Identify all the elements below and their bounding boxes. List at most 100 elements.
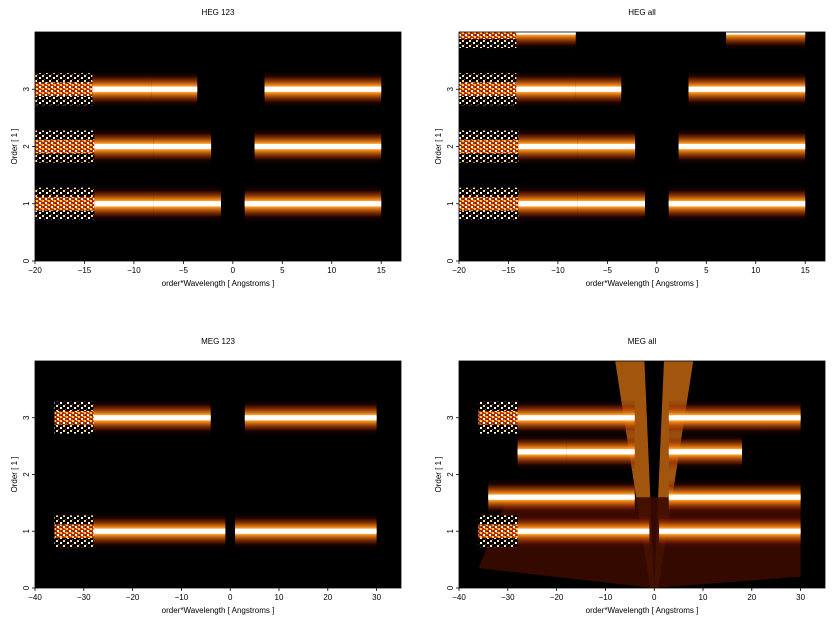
band-core	[478, 524, 518, 539]
band-core	[459, 139, 519, 154]
x-tick-label: −30	[501, 593, 515, 602]
y-tick-label: 1	[22, 528, 31, 533]
plot-background	[35, 361, 401, 588]
band-order-1_6-seg-1	[488, 479, 635, 516]
y-tick-label: 1	[446, 201, 455, 206]
band-order-4-seg-2	[516, 32, 576, 51]
band-core	[668, 494, 801, 500]
band-core	[264, 86, 382, 92]
band-order-2_4-seg-3	[668, 433, 743, 470]
x-tick-label: −20	[126, 593, 140, 602]
chart-panel-1: −20 −15 −10 −5 0 5 10 15 0 1 2 3 HEG 123 order*Wavele…	[10, 8, 402, 288]
band-core	[518, 143, 578, 150]
band-order-2-seg-3	[577, 128, 636, 165]
band-order-1-seg-2	[517, 513, 650, 550]
y-tick-label: 1	[446, 528, 455, 533]
band-body	[516, 32, 576, 45]
band-order-1-seg-1	[35, 185, 95, 223]
y-tick-label: 0	[22, 258, 31, 263]
x-tick-label: 20	[747, 593, 756, 602]
band-order-3-seg-1	[478, 399, 518, 436]
band-order-1-seg-3	[659, 513, 801, 550]
x-tick-label: 5	[704, 266, 709, 275]
x-tick-label: −10	[127, 266, 141, 275]
band-core	[459, 196, 519, 211]
band-core	[688, 86, 806, 92]
band-core	[244, 201, 382, 207]
x-tick-label: −20	[28, 266, 42, 275]
x-tick-label: 20	[323, 593, 332, 602]
band-core	[35, 82, 93, 97]
band-order-1-seg-4	[668, 185, 806, 223]
band-core	[254, 143, 382, 150]
band-order-2-seg-4	[254, 128, 382, 165]
band-order-1_6-seg-2	[668, 479, 801, 516]
band-core	[668, 449, 743, 455]
band-core	[659, 528, 801, 534]
band-order-1-seg-2	[94, 185, 154, 223]
band-order-1-seg-3	[577, 185, 645, 223]
x-tick-label: −5	[179, 266, 189, 275]
band-order-4-seg-3	[726, 32, 806, 51]
band-order-1-seg-1	[478, 513, 518, 550]
band-core	[726, 32, 806, 35]
x-tick-label: −10	[599, 593, 613, 602]
x-tick-label: −30	[77, 593, 91, 602]
band-order-3-seg-3	[668, 399, 801, 436]
band-order-3-seg-2	[517, 399, 635, 436]
band-core	[516, 32, 576, 35]
x-tick-label: −10	[175, 593, 189, 602]
band-core	[575, 86, 622, 92]
band-order-2_4-seg-2	[566, 433, 635, 470]
band-order-1-seg-3	[153, 185, 221, 223]
band-core	[488, 494, 635, 500]
band-core	[577, 201, 645, 207]
chart-panel-4: −40 −30 −20 −10 0 10 20 30 0 1 2 3 MEG all order*Wave…	[434, 337, 826, 615]
chart-title: HEG 123	[202, 8, 235, 17]
band-order-3-seg-3	[244, 399, 377, 436]
band-order-3-seg-4	[264, 70, 382, 108]
x-tick-label: −15	[502, 266, 516, 275]
x-tick-label: −20	[452, 266, 466, 275]
band-order-3-seg-2	[92, 70, 152, 108]
band-core	[54, 524, 94, 539]
band-core	[35, 139, 95, 154]
chart-panel-2: −20 −15 −10 −5 0 5 10 15 0 1 2 3 HEG all order*Wavele…	[434, 8, 826, 288]
x-tick-label: −10	[551, 266, 565, 275]
y-tick-label: 2	[446, 472, 455, 477]
y-tick-label: 3	[22, 86, 31, 91]
band-order-2-seg-3	[153, 128, 212, 165]
band-core	[516, 86, 576, 92]
band-core	[668, 201, 806, 207]
chart-panel-3: −40 −30 −20 −10 0 10 20 30 0 1 2 3 MEG 123 order*Wave…	[10, 337, 402, 615]
y-tick-label: 1	[22, 201, 31, 206]
x-tick-label: 0	[655, 266, 660, 275]
band-order-3-seg-2	[93, 399, 211, 436]
x-tick-label: 10	[275, 593, 284, 602]
band-core	[151, 86, 198, 92]
band-order-3-seg-2	[516, 70, 576, 108]
band-core	[678, 143, 806, 150]
x-axis-label: order*Wavelength [ Angstroms ]	[162, 279, 275, 288]
x-tick-label: 5	[280, 266, 285, 275]
band-core	[478, 410, 518, 425]
y-tick-label: 3	[22, 415, 31, 420]
band-order-4-seg-1	[459, 32, 517, 51]
y-tick-label: 3	[446, 86, 455, 91]
band-core	[577, 143, 636, 150]
band-order-1-seg-1	[54, 513, 94, 550]
band-core	[518, 201, 578, 207]
x-tick-label: −40	[28, 593, 42, 602]
band-order-2-seg-1	[459, 128, 519, 165]
x-tick-label: 0	[652, 593, 657, 602]
band-order-3-seg-3	[575, 70, 622, 108]
band-order-3-seg-1	[54, 399, 94, 436]
x-tick-label: 15	[801, 266, 810, 275]
band-order-3-seg-3	[151, 70, 198, 108]
x-axis-label: order*Wavelength [ Angstroms ]	[162, 606, 275, 615]
y-tick-label: 2	[22, 144, 31, 149]
band-core	[517, 449, 567, 455]
y-tick-label: 2	[446, 144, 455, 149]
band-core	[244, 415, 377, 421]
band-order-1-seg-4	[244, 185, 382, 223]
